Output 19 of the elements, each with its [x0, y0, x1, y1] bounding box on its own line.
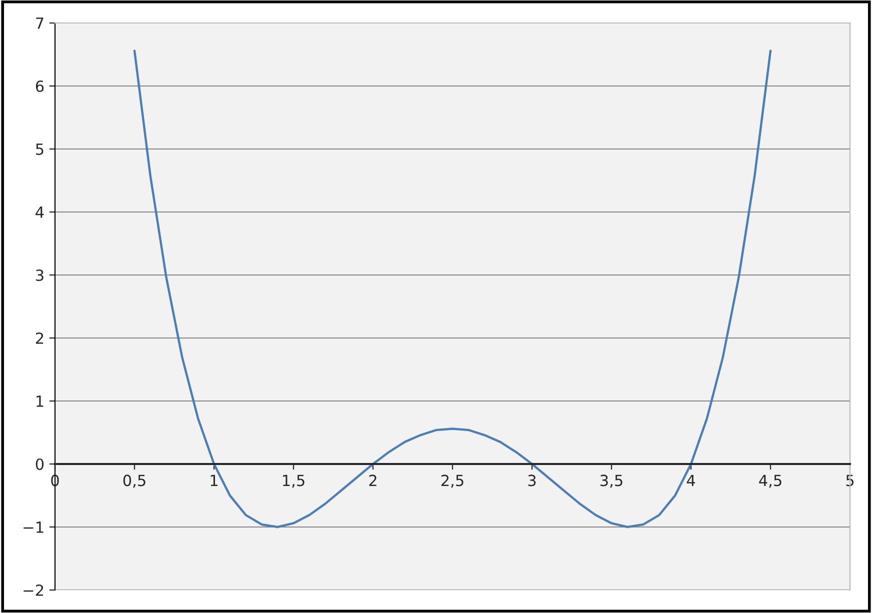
y-tick-label: 4 — [36, 206, 44, 218]
x-tick-label: 4 — [686, 474, 696, 486]
x-tick-label: 2 — [369, 474, 376, 486]
x-tick-label: 4,5 — [759, 474, 782, 488]
x-tick-label: 1,5 — [283, 474, 304, 488]
x-tick-label: 1 — [210, 474, 218, 486]
x-tick-label: 0,5 — [123, 474, 146, 488]
x-tick-label: 2,5 — [441, 474, 464, 488]
y-tick-label: 3 — [36, 269, 44, 282]
y-tick-label: 0 — [36, 458, 44, 470]
y-tick-label: 6 — [36, 80, 44, 92]
x-tick-label: 3,5 — [600, 474, 622, 488]
y-tick-label: 2 — [36, 332, 44, 344]
y-tick-label: 5 — [36, 144, 44, 156]
y-tick-label: −2 — [24, 584, 44, 596]
x-tick-label: 3 — [528, 474, 536, 486]
y-tick-label: −1 — [24, 522, 44, 533]
y-tick-label: 7 — [36, 18, 44, 29]
y-tick-label: 1 — [36, 396, 44, 407]
